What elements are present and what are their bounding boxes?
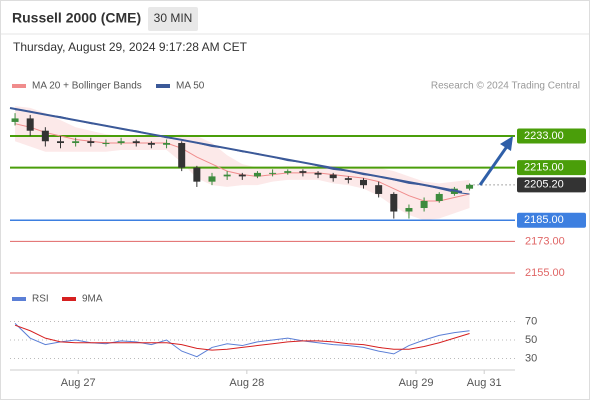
forecast-arrow <box>478 144 510 186</box>
candle-body <box>87 141 95 144</box>
candle-body <box>390 193 398 212</box>
level-box <box>517 177 586 193</box>
x-tick-label: Aug 31 <box>467 377 502 389</box>
legend-swatch <box>12 297 26 301</box>
arrow-head <box>500 136 513 151</box>
candle-body <box>466 184 474 189</box>
candle-body <box>41 130 49 142</box>
timeframe[interactable]: 30 MIN <box>154 11 193 25</box>
candle-body <box>344 178 352 180</box>
legend-swatch <box>62 297 76 301</box>
trend-line <box>9 107 463 193</box>
level-label: 2215.00 <box>524 162 564 174</box>
candle-body <box>163 143 171 145</box>
candle-body <box>420 200 428 209</box>
level-label: 2173.00 <box>525 235 565 247</box>
rsi-tick-label: 30 <box>525 352 537 364</box>
subtitle: Thursday, August 29, 2024 9:17:28 AM CET <box>13 40 248 54</box>
candle-body <box>117 141 125 144</box>
rsi-tick-label: 50 <box>525 334 537 346</box>
candle-body <box>57 141 64 144</box>
rsi-tick-label: 70 <box>525 315 537 327</box>
legend-swatch <box>156 84 170 88</box>
candle-body <box>193 167 201 182</box>
candle-body <box>178 143 186 168</box>
level-box <box>517 212 586 228</box>
candle-body <box>269 172 277 174</box>
candle-body <box>299 171 307 173</box>
rsi-ma-line <box>14 324 470 351</box>
legend-label: 9MA <box>82 294 103 305</box>
level-box <box>517 128 586 144</box>
candle-body <box>223 174 231 177</box>
level-box <box>517 160 586 176</box>
candle-body <box>405 208 413 212</box>
candle-body <box>284 171 292 173</box>
level-label: 2205.20 <box>524 179 564 191</box>
x-tick-label: Aug 28 <box>229 377 264 389</box>
legend-label: MA 50 <box>176 81 205 92</box>
candle-body <box>132 141 140 144</box>
timeframe-button[interactable] <box>148 7 198 31</box>
legend-label: MA 20 + Bollinger Bands <box>32 81 142 92</box>
legend-swatch <box>12 84 26 88</box>
candle-body <box>238 174 246 177</box>
level-label: 2233.00 <box>524 130 564 142</box>
level-label: 2185.00 <box>524 214 564 226</box>
candle-body <box>208 176 216 182</box>
candle-body <box>147 143 155 145</box>
x-tick-label: Aug 27 <box>61 377 96 389</box>
candle-body <box>102 143 110 145</box>
chart-title: Russell 2000 (CME) <box>12 10 141 26</box>
candle-body <box>314 172 322 175</box>
candle-body <box>375 185 383 194</box>
legend-label: RSI <box>32 294 49 305</box>
candle-body <box>26 118 34 131</box>
candle-body <box>329 174 337 179</box>
candle-body <box>360 179 367 186</box>
candle-body <box>435 193 443 201</box>
credit: Research © 2024 Trading Central <box>431 81 580 92</box>
candle-body <box>72 141 80 144</box>
candle-body <box>11 118 19 122</box>
level-label: 2155.00 <box>525 267 565 279</box>
x-tick-label: Aug 29 <box>399 377 434 389</box>
candle-body <box>253 172 261 177</box>
